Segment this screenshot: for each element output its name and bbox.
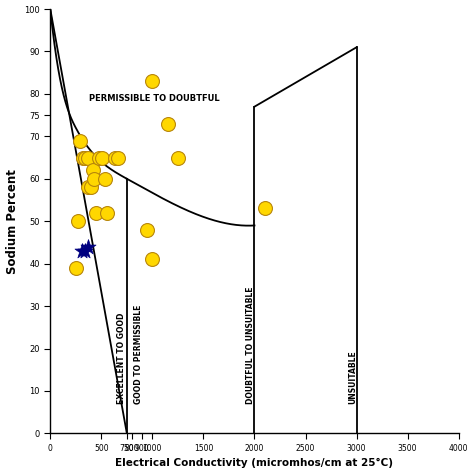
X-axis label: Electrical Conductivity (micromhos/cm at 25°C): Electrical Conductivity (micromhos/cm at…	[116, 458, 393, 468]
Point	[144, 226, 151, 234]
Point	[148, 77, 156, 85]
Point	[92, 209, 100, 217]
Point	[91, 175, 98, 182]
Point	[104, 209, 111, 217]
Point	[164, 120, 172, 128]
Text: UNSUITABLE: UNSUITABLE	[348, 350, 357, 404]
Point	[174, 154, 182, 161]
Point	[84, 154, 92, 161]
Point	[72, 264, 80, 272]
Point	[81, 247, 89, 255]
Point	[87, 183, 95, 191]
Point	[84, 243, 92, 250]
Point	[95, 154, 103, 161]
Point	[81, 154, 89, 161]
Point	[261, 205, 268, 212]
Point	[74, 218, 82, 225]
Point	[111, 154, 118, 161]
Text: GOOD TO PERMISSIBLE: GOOD TO PERMISSIBLE	[134, 304, 143, 404]
Text: DOUBTFUL TO UNSUITABLE: DOUBTFUL TO UNSUITABLE	[246, 286, 255, 404]
Point	[90, 166, 97, 174]
Point	[148, 255, 156, 263]
Point	[79, 154, 87, 161]
Point	[114, 154, 121, 161]
Point	[84, 183, 92, 191]
Point	[101, 175, 109, 182]
Text: PERMISSIBLE TO DOUBTFUL: PERMISSIBLE TO DOUBTFUL	[89, 94, 220, 103]
Point	[76, 137, 84, 145]
Y-axis label: Sodium Percent: Sodium Percent	[6, 169, 18, 273]
Point	[78, 247, 86, 255]
Point	[99, 154, 106, 161]
Text: EXCELLENT TO GOOD: EXCELLENT TO GOOD	[117, 312, 126, 404]
